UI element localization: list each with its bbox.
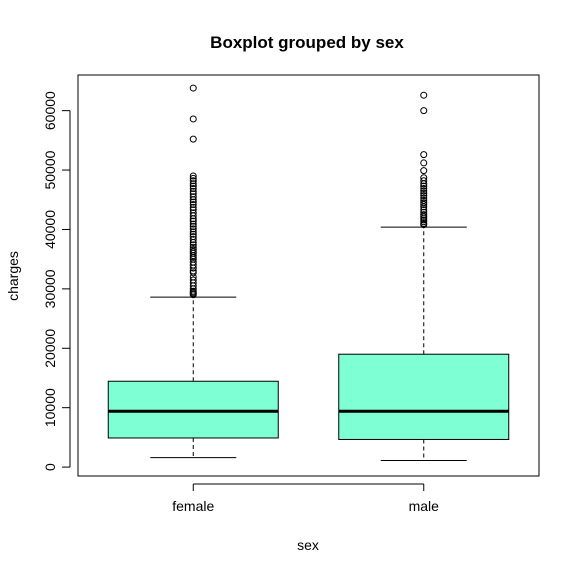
outlier-point — [420, 196, 428, 204]
outlier-point — [189, 220, 197, 228]
outlier-point — [420, 189, 428, 197]
x-axis: female male — [172, 483, 440, 514]
y-tick-label: 20000 — [42, 329, 58, 368]
outlier-point — [189, 246, 197, 254]
x-tick-label: male — [409, 498, 440, 514]
outlier-point — [189, 258, 197, 266]
outlier-point — [189, 230, 197, 238]
outlier-point — [189, 236, 197, 244]
outlier-point — [189, 217, 197, 225]
outlier-point — [420, 159, 428, 167]
outlier-point — [420, 151, 428, 159]
x-axis-label: sex — [297, 537, 319, 553]
y-tick-label: 40000 — [42, 210, 58, 249]
outlier-point — [420, 194, 428, 202]
outlier-point — [189, 193, 197, 201]
y-axis: 0 10000 20000 30000 40000 50000 60000 — [42, 91, 71, 471]
plot-frame — [77, 74, 540, 477]
y-tick-label: 0 — [42, 463, 58, 471]
chart-title: Boxplot grouped by sex — [210, 33, 404, 52]
outlier-point — [189, 225, 197, 233]
box-male — [338, 353, 510, 440]
y-tick-label: 10000 — [42, 388, 58, 427]
box-groups — [107, 84, 510, 462]
outlier-point — [420, 107, 428, 115]
x-tick-label: female — [172, 498, 214, 514]
outlier-point — [420, 167, 428, 175]
outlier-point — [189, 177, 197, 185]
outlier-point — [189, 222, 197, 230]
outlier-point — [420, 174, 428, 182]
outlier-point — [189, 276, 197, 284]
outlier-point — [420, 91, 428, 99]
y-tick-label: 50000 — [42, 150, 58, 189]
outlier-point — [189, 233, 197, 241]
outlier-point — [189, 174, 197, 182]
outlier-point — [189, 84, 197, 92]
outlier-point — [420, 177, 428, 185]
outlier-point — [189, 228, 197, 236]
box-female — [107, 380, 279, 439]
outlier-point — [189, 182, 197, 190]
outlier-point — [189, 172, 197, 180]
outlier-point — [420, 182, 428, 190]
outlier-point — [189, 201, 197, 209]
outlier-point — [189, 190, 197, 198]
y-tick-label: 60000 — [42, 91, 58, 130]
outlier-point — [420, 199, 428, 207]
outlier-point — [189, 115, 197, 123]
outlier-point — [189, 198, 197, 206]
outlier-point — [420, 203, 428, 211]
outlier-point — [420, 187, 428, 195]
outlier-point — [189, 187, 197, 195]
outlier-point — [189, 209, 197, 217]
outlier-point — [189, 180, 197, 188]
box-group-male — [338, 91, 510, 462]
outlier-point — [189, 287, 197, 295]
y-tick-label: 30000 — [42, 269, 58, 308]
outlier-point — [189, 206, 197, 214]
outlier-point — [189, 241, 197, 249]
outlier-point — [420, 192, 428, 200]
outlier-point — [420, 206, 428, 214]
outlier-point — [420, 211, 428, 219]
outlier-point — [420, 184, 428, 192]
y-axis-label: charges — [5, 251, 21, 301]
box-group-female — [107, 84, 279, 459]
outlier-point — [189, 184, 197, 192]
outlier-point — [189, 243, 197, 251]
outlier-point — [189, 203, 197, 211]
outlier-point — [189, 135, 197, 143]
outlier-point — [420, 208, 428, 216]
